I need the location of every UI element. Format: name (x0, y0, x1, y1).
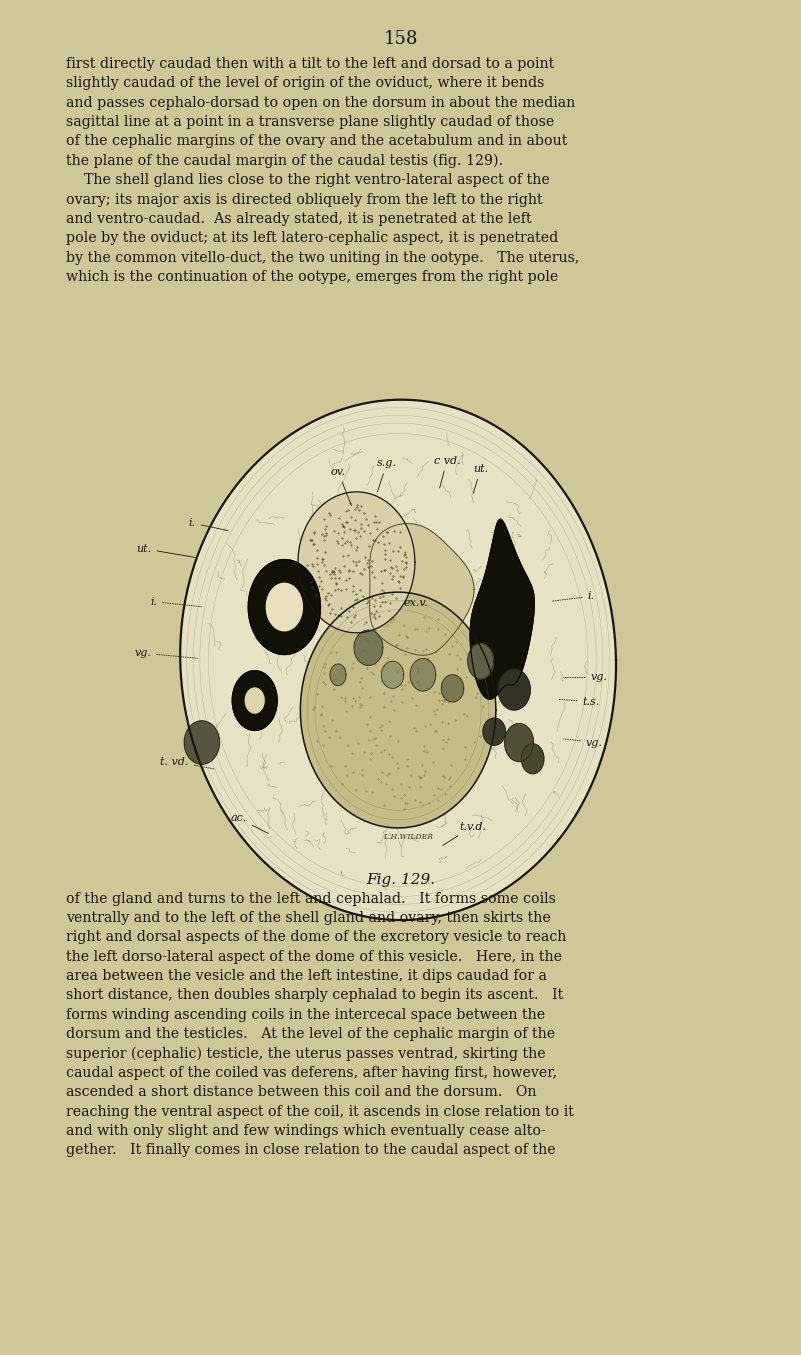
Polygon shape (354, 630, 383, 665)
Polygon shape (298, 492, 415, 633)
Text: ac.: ac. (231, 813, 268, 833)
Text: ut.: ut. (137, 543, 198, 558)
Polygon shape (381, 661, 404, 688)
Text: t.s.: t.s. (559, 696, 600, 707)
Text: dorsum and the testicles.   At the level of the cephalic margin of the: dorsum and the testicles. At the level o… (66, 1027, 555, 1041)
Text: caudal aspect of the coiled vas deferens, after having first, however,: caudal aspect of the coiled vas deferens… (66, 1066, 557, 1080)
Polygon shape (410, 659, 436, 691)
Polygon shape (300, 592, 496, 828)
Text: and ventro-caudad.  As already stated, it is penetrated at the left: and ventro-caudad. As already stated, it… (66, 211, 531, 226)
Text: t.v.d.: t.v.d. (443, 821, 486, 846)
Polygon shape (483, 718, 505, 745)
Polygon shape (468, 644, 493, 679)
Text: i.: i. (551, 591, 594, 602)
Text: t. vd.: t. vd. (160, 756, 215, 770)
Text: gether.   It finally comes in close relation to the caudal aspect of the: gether. It finally comes in close relati… (66, 1144, 555, 1157)
Text: pole by the oviduct; at its left latero-cephalic aspect, it is penetrated: pole by the oviduct; at its left latero-… (66, 232, 558, 245)
Text: The shell gland lies close to the right ventro-lateral aspect of the: The shell gland lies close to the right … (66, 173, 549, 187)
Polygon shape (232, 671, 277, 730)
Polygon shape (470, 519, 534, 699)
Polygon shape (441, 675, 464, 702)
Polygon shape (184, 721, 219, 764)
Text: i.: i. (151, 596, 202, 607)
Text: vg.: vg. (563, 737, 603, 748)
Text: which is the continuation of the ootype, emerges from the right pole: which is the continuation of the ootype,… (66, 270, 558, 285)
Text: area between the vesicle and the left intestine, it dips caudad for a: area between the vesicle and the left in… (66, 969, 546, 984)
Text: reaching the ventral aspect of the coil, it ascends in close relation to it: reaching the ventral aspect of the coil,… (66, 1104, 574, 1119)
Text: ascended a short distance between this coil and the dorsum.   On: ascended a short distance between this c… (66, 1085, 536, 1099)
Polygon shape (370, 523, 474, 656)
Text: of the cephalic margins of the ovary and the acetabulum and in about: of the cephalic margins of the ovary and… (66, 134, 567, 149)
Polygon shape (248, 560, 320, 654)
Text: ov.: ov. (331, 466, 352, 505)
Text: superior (cephalic) testicle, the uterus passes ventrad, skirting the: superior (cephalic) testicle, the uterus… (66, 1046, 545, 1061)
Text: and with only slight and few windings which eventually cease alto-: and with only slight and few windings wh… (66, 1125, 545, 1138)
Text: the plane of the caudal margin of the caudal testis (fig. 129).: the plane of the caudal margin of the ca… (66, 154, 503, 168)
Polygon shape (521, 744, 544, 774)
Text: i.: i. (189, 518, 228, 531)
Polygon shape (245, 688, 264, 713)
Polygon shape (505, 724, 533, 762)
Polygon shape (498, 669, 530, 710)
Text: 158: 158 (384, 30, 417, 47)
Polygon shape (267, 584, 303, 630)
Text: vg.: vg. (563, 672, 608, 683)
Polygon shape (330, 664, 346, 686)
Text: ex.v.: ex.v. (404, 598, 428, 608)
Polygon shape (180, 400, 616, 920)
Text: vg.: vg. (134, 648, 198, 659)
Text: first directly caudad then with a tilt to the left and dorsad to a point: first directly caudad then with a tilt t… (66, 57, 554, 70)
Text: ut.: ut. (473, 463, 488, 493)
Text: c vd.: c vd. (433, 455, 461, 488)
Text: the left dorso-lateral aspect of the dome of this vesicle.   Here, in the: the left dorso-lateral aspect of the dom… (66, 950, 562, 963)
Text: ovary; its major axis is directed obliquely from the left to the right: ovary; its major axis is directed obliqu… (66, 192, 542, 206)
Text: and passes cephalo-dorsad to open on the dorsum in about the median: and passes cephalo-dorsad to open on the… (66, 96, 575, 110)
Text: of the gland and turns to the left and cephalad.   It forms some coils: of the gland and turns to the left and c… (66, 892, 556, 905)
Text: s.g.: s.g. (377, 458, 396, 492)
Text: short distance, then doubles sharply cephalad to begin its ascent.   It: short distance, then doubles sharply cep… (66, 989, 563, 1003)
Text: by the common vitello-duct, the two uniting in the ootype.   The uterus,: by the common vitello-duct, the two unit… (66, 251, 579, 264)
Text: slightly caudad of the level of origin of the oviduct, where it bends: slightly caudad of the level of origin o… (66, 76, 544, 91)
Text: right and dorsal aspects of the dome of the excretory vesicle to reach: right and dorsal aspects of the dome of … (66, 931, 566, 944)
Text: sagittal line at a point in a transverse plane slightly caudad of those: sagittal line at a point in a transverse… (66, 115, 554, 129)
Text: forms winding ascending coils in the intercecal space between the: forms winding ascending coils in the int… (66, 1008, 545, 1022)
Text: ventrally and to the left of the shell gland and ovary, then skirts the: ventrally and to the left of the shell g… (66, 911, 550, 925)
Text: L.H.WILDER: L.H.WILDER (384, 833, 433, 841)
Text: Fig. 129.: Fig. 129. (366, 873, 435, 886)
